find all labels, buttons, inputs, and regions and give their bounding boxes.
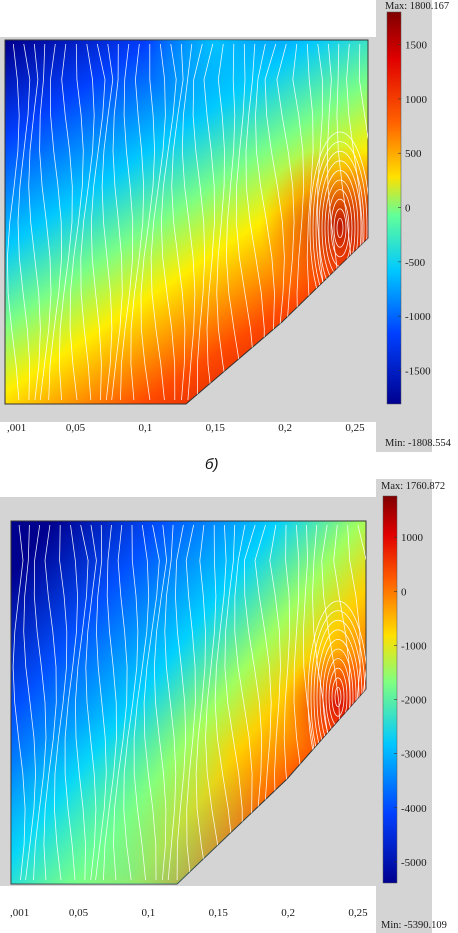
streamline-loop (331, 677, 345, 717)
streamline-loop (330, 198, 350, 258)
streamline (235, 43, 255, 401)
streamline (205, 524, 223, 881)
x-axis-ticks: ,001 0,05 0,1 0,15 0,2 0,25 (10, 907, 368, 919)
colorbar-tick-label: -2000 (401, 695, 427, 707)
streamline (160, 43, 177, 401)
streamline (103, 524, 117, 881)
streamline (64, 524, 79, 881)
colorbar-tick-label: -3000 (401, 749, 427, 761)
streamline (143, 524, 160, 881)
x-tick-label: 0,05 (66, 422, 86, 434)
streamline (48, 43, 63, 401)
x-tick-label: ,001 (7, 422, 26, 434)
streamline (133, 524, 150, 881)
streamline (28, 43, 41, 401)
streamline (17, 43, 31, 401)
streamline (90, 43, 106, 401)
x-tick-label: 0,05 (69, 907, 89, 919)
colorbar-tick-label: -4000 (401, 803, 427, 815)
plot-panel-bottom: 1000 0 -1000 -2000 -3000 -4000 -5000 Max: 1760… (0, 479, 458, 933)
x-tick-label: 0,1 (138, 422, 152, 434)
streamline (111, 43, 123, 401)
colorbar-tick-label: 0 (405, 203, 411, 215)
x-tick-label: 0,2 (278, 422, 292, 434)
streamline (12, 524, 26, 881)
colorbar-tick-label: -1500 (405, 365, 431, 377)
streamline (85, 524, 97, 881)
figure-caption: б) (205, 456, 219, 473)
colorbar-background (376, 0, 432, 452)
streamline (164, 524, 177, 881)
colorbar-max-label: Max: 1760.872 (381, 481, 445, 492)
streamline (80, 43, 95, 401)
streamline (214, 524, 234, 881)
streamline (225, 43, 244, 401)
colorbar (386, 11, 402, 405)
streamline (171, 43, 186, 401)
streamline (181, 43, 196, 401)
heatmap-svg-bottom: 1000 0 -1000 -2000 -3000 -4000 -5000 Max: 1760… (10, 481, 447, 931)
heatmap-svg-top: 1500 1000 500 0 -500 -1000 -1500 Max: 1800.167… (4, 1, 452, 449)
streamline (95, 524, 107, 881)
colorbar-min-label: Min: -1808.554 (385, 438, 452, 449)
streamline (69, 43, 84, 401)
streamline (153, 524, 168, 881)
colorbar-tick-label: -1000 (405, 311, 431, 323)
x-tick-label: 0,15 (209, 907, 229, 919)
streamline (130, 43, 145, 401)
x-axis-ticks: ,001 0,05 0,1 0,15 0,2 0,25 (7, 422, 365, 434)
streamline (174, 524, 187, 881)
plot-panel-top: 1500 1000 500 0 -500 -1000 -1500 Max: 1800.167… (0, 0, 458, 452)
streamline (33, 524, 47, 881)
colorbar-tick-label: -1000 (401, 640, 427, 652)
colorbar-min-label: Min: -5390.109 (381, 920, 447, 931)
colorbar-tick-label: 500 (405, 148, 422, 160)
streamline-loop (333, 208, 347, 248)
streamline (120, 43, 134, 401)
colorbar-ticks: 1500 1000 500 0 -500 -1000 -1500 (398, 40, 431, 377)
x-tick-label: 0,25 (345, 422, 365, 434)
streamline (43, 524, 57, 881)
colorbar-tick-label: -500 (405, 257, 426, 269)
colorbar-tick-label: 0 (401, 586, 407, 598)
streamline (216, 43, 229, 401)
streamline (150, 43, 166, 401)
streamline (195, 524, 208, 881)
streamline (101, 43, 114, 401)
streamline (123, 524, 139, 881)
streamline-loop (336, 217, 344, 238)
colorbar-ticks: 1000 0 -1000 -2000 -3000 -4000 -5000 (394, 532, 427, 869)
x-tick-label: 0,15 (206, 422, 226, 434)
streamline (58, 43, 73, 401)
streamline-loop (334, 686, 342, 707)
streamline (140, 44, 156, 401)
colorbar-tick-label: 1000 (405, 94, 428, 106)
streamline (224, 524, 243, 881)
streamline (53, 524, 68, 881)
colorbar-tick-label: -5000 (401, 857, 427, 869)
x-tick-label: 0,2 (281, 907, 295, 919)
streamline (74, 524, 89, 881)
colorbar-max-label: Max: 1800.167 (385, 1, 449, 12)
colorbar (382, 495, 398, 884)
x-tick-label: 0,25 (348, 907, 368, 919)
streamline (192, 43, 206, 401)
colorbar-tick-label: 1500 (405, 40, 428, 52)
streamline (39, 43, 52, 401)
streamline (203, 43, 215, 401)
x-tick-label: 0,1 (141, 907, 155, 919)
colorbar-tick-label: 1000 (401, 532, 424, 544)
x-tick-label: ,001 (10, 907, 29, 919)
streamline (113, 524, 128, 881)
streamline (6, 43, 20, 401)
streamline (23, 524, 37, 881)
streamline (185, 524, 196, 881)
